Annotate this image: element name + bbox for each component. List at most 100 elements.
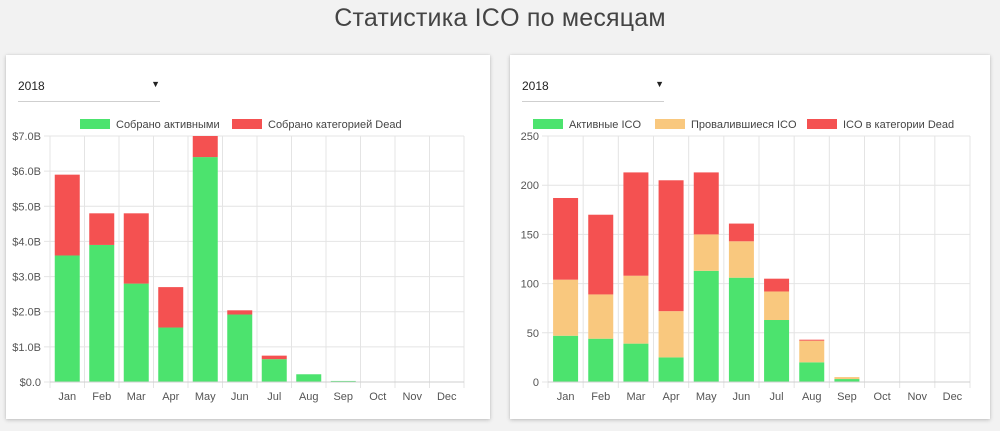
y-tick-label: $5.0B xyxy=(12,201,41,213)
caret-down-icon: ▼ xyxy=(655,79,664,89)
bar-segment xyxy=(192,157,218,382)
legend-swatch xyxy=(807,119,837,129)
x-tick-label: Jun xyxy=(231,391,249,403)
bar-segment xyxy=(764,291,790,321)
x-tick-label: Feb xyxy=(591,391,610,403)
x-tick-label: Jan xyxy=(58,391,76,403)
bar-segment xyxy=(799,339,825,341)
x-tick-label: Jul xyxy=(770,391,784,403)
bar-segment xyxy=(658,357,684,382)
x-tick-label: Oct xyxy=(369,391,386,403)
year-select-value: 2018 xyxy=(522,79,549,93)
x-tick-label: Sep xyxy=(837,391,857,403)
legend-label: Активные ICO xyxy=(569,119,641,131)
bar-segment xyxy=(123,283,149,382)
bar-segment xyxy=(227,314,253,382)
bar-segment xyxy=(54,174,80,256)
bar-segment xyxy=(553,197,579,280)
y-tick-label: 0 xyxy=(533,377,539,389)
bar-segment xyxy=(227,310,253,315)
count-bar-chart: 0 50 100 150 200 250 Jan Feb Mar Apr May Jun Jul Aug S… xyxy=(521,119,971,403)
funds-bar-chart: $0.0 $1.0B $2.0B $3.0B $4.0B $5.0B $6.0B $7.0B J… xyxy=(12,119,465,403)
x-tick-label: Dec xyxy=(437,391,457,403)
bar-segment xyxy=(553,335,579,382)
chart-card-count: 2018 ▼ 0 50 100 150 200 250 Jan Feb Mar Apr May Jun… xyxy=(510,55,990,419)
y-tick-label: 250 xyxy=(521,131,539,143)
bar-segment xyxy=(89,244,115,382)
bar-segment xyxy=(123,213,149,284)
legend-swatch xyxy=(533,119,563,129)
bar-segment xyxy=(192,136,218,158)
page-title: Статистика ICO по месяцам xyxy=(334,4,666,32)
x-tick-label: Sep xyxy=(333,391,353,403)
y-tick-label: $3.0B xyxy=(12,272,41,284)
y-tick-label: $0.0 xyxy=(20,377,41,389)
bar-segment xyxy=(799,362,825,382)
bar-segment xyxy=(658,180,684,312)
bar-segment xyxy=(693,172,719,235)
bar-segment xyxy=(89,213,115,245)
legend-label: Собрано категорией Dead xyxy=(268,119,402,131)
year-select-value: 2018 xyxy=(18,79,45,93)
x-tick-label: Feb xyxy=(92,391,111,403)
y-tick-label: $2.0B xyxy=(12,307,41,319)
bar-segment xyxy=(588,294,614,339)
x-tick-label: Aug xyxy=(299,391,319,403)
bar-segment xyxy=(728,241,754,278)
bar-segment xyxy=(799,340,825,363)
year-select-funds[interactable]: 2018 ▼ xyxy=(18,73,160,102)
x-tick-label: Mar xyxy=(127,391,146,403)
x-tick-label: Jan xyxy=(557,391,575,403)
y-tick-label: $1.0B xyxy=(12,342,41,354)
bar-segment xyxy=(54,255,80,382)
caret-down-icon: ▼ xyxy=(151,79,160,89)
bar-segment xyxy=(261,359,287,382)
x-tick-label: Jul xyxy=(267,391,281,403)
year-select-count[interactable]: 2018 ▼ xyxy=(522,73,664,102)
legend-swatch xyxy=(232,119,262,129)
bar-segment xyxy=(553,279,579,336)
x-tick-label: Aug xyxy=(802,391,822,403)
x-tick-label: Oct xyxy=(874,391,891,403)
bar-segment xyxy=(623,275,649,344)
x-tick-label: Dec xyxy=(943,391,963,403)
bar-segment xyxy=(764,278,790,292)
x-tick-label: Nov xyxy=(402,391,422,403)
x-tick-label: Nov xyxy=(907,391,927,403)
bar-segment xyxy=(834,377,860,380)
x-tick-label: May xyxy=(195,391,216,403)
y-tick-label: 50 xyxy=(527,328,539,340)
x-tick-label: Jun xyxy=(733,391,751,403)
bar-segment xyxy=(834,379,860,382)
bar-segment xyxy=(764,320,790,382)
bar-segment xyxy=(158,287,184,328)
legend-label: Провалившиеся ICO xyxy=(691,119,797,131)
chart-card-funds: 2018 ▼ $0.0 $1.0B $2.0B $3.0B $4.0B $5.0B $6.0… xyxy=(6,55,490,419)
bar-segment xyxy=(623,343,649,382)
bar-segment xyxy=(261,355,287,360)
bar-segment xyxy=(658,311,684,358)
bar-segment xyxy=(728,223,754,242)
legend-label: Собрано активными xyxy=(116,119,220,131)
bar-segment xyxy=(693,234,719,271)
legend-swatch xyxy=(80,119,110,129)
legend-swatch xyxy=(655,119,685,129)
legend-label: ICO в категории Dead xyxy=(843,119,954,131)
bar-segment xyxy=(158,327,184,382)
y-tick-label: $4.0B xyxy=(12,236,41,248)
y-tick-label: $6.0B xyxy=(12,166,41,178)
bar-segment xyxy=(330,380,356,382)
x-tick-label: Apr xyxy=(663,391,680,403)
bar-segment xyxy=(588,338,614,382)
bar-segment xyxy=(623,172,649,276)
y-tick-label: $7.0B xyxy=(12,131,41,143)
y-tick-label: 150 xyxy=(521,229,539,241)
x-tick-label: May xyxy=(696,391,717,403)
x-tick-label: Mar xyxy=(626,391,645,403)
bar-segment xyxy=(693,270,719,382)
bar-segment xyxy=(728,277,754,382)
bar-segment xyxy=(296,374,322,382)
y-tick-label: 100 xyxy=(521,279,539,291)
bar-segment xyxy=(588,214,614,295)
y-tick-label: 200 xyxy=(521,180,539,192)
